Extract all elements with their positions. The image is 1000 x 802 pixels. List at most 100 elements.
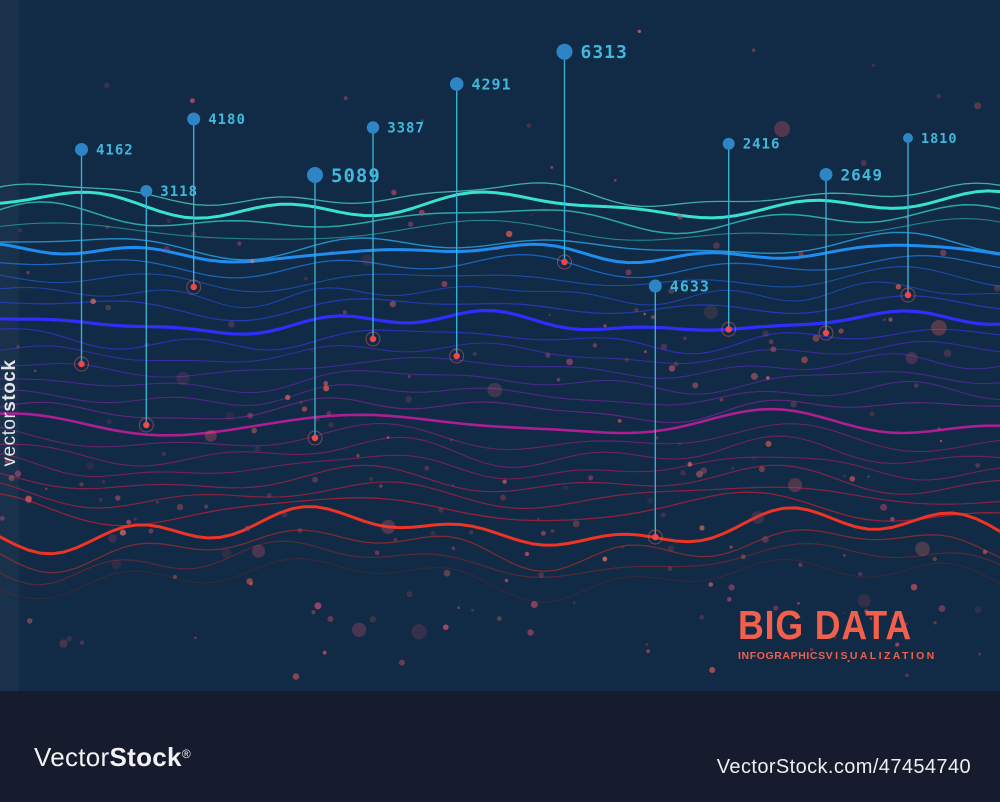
particle-dot: [905, 352, 918, 365]
particle-dot: [871, 63, 875, 68]
particle-dot: [368, 476, 374, 482]
particle-dot: [932, 556, 937, 562]
data-marker: 2416: [721, 137, 779, 337]
particle-dot: [550, 166, 554, 169]
particle-dot: [33, 369, 37, 373]
particle-dot: [801, 356, 808, 364]
particle-dot: [752, 456, 756, 460]
particle-dot: [105, 304, 112, 311]
marker-end-dot: [904, 291, 912, 299]
data-marker: 2649: [818, 165, 884, 341]
particle-dot: [940, 249, 947, 257]
marker-label: 2649: [841, 165, 884, 184]
marker-end-dot: [561, 258, 568, 266]
particle-dot: [161, 451, 166, 457]
particle-dot: [696, 470, 703, 478]
particle-dot: [994, 285, 1000, 292]
particle-dot: [692, 382, 699, 389]
particle-dot: [386, 436, 390, 439]
watermark-logo-bold: Stock: [109, 742, 182, 772]
particle-dot: [905, 673, 909, 678]
particle-dot: [452, 484, 455, 487]
particle-dot: [838, 328, 844, 334]
particle-dot: [643, 312, 646, 316]
data-marker: 4162: [74, 143, 133, 372]
particle-dot: [647, 497, 654, 504]
particle-dot: [762, 330, 769, 337]
particle-dot: [857, 594, 871, 608]
particle-dot: [16, 344, 20, 349]
particle-dot: [774, 121, 791, 137]
particle-dot: [469, 530, 474, 535]
data-markers: 4162 3118 4180 5089 3387 4291 6313 4633 2416 2649…: [74, 42, 957, 545]
particle-dot: [938, 605, 946, 612]
particle-dot: [540, 530, 546, 536]
particle-dot: [812, 334, 820, 342]
particle-dot: [471, 608, 475, 612]
particle-dot: [708, 582, 714, 587]
marker-end-dot: [78, 360, 85, 368]
particle-dot: [982, 549, 988, 555]
particle-dot: [933, 621, 937, 625]
particle-dot: [379, 484, 383, 488]
particle-dot: [842, 474, 847, 478]
marker-head: [648, 279, 662, 293]
stream-line: [0, 231, 1000, 261]
particle-dot: [14, 470, 22, 478]
particle-dot: [931, 320, 947, 336]
data-marker: 4180: [186, 112, 245, 295]
particle-dot: [849, 476, 856, 482]
particle-dot: [105, 225, 110, 230]
particle-dot: [176, 503, 184, 511]
particle-dot: [173, 574, 177, 579]
particle-dot: [572, 520, 580, 528]
particle-dot: [115, 495, 121, 501]
stream-line: [0, 453, 1000, 481]
particle-dot: [937, 427, 941, 431]
marker-head: [187, 112, 201, 126]
particle-dot: [79, 482, 84, 487]
particle-dots: [0, 29, 1000, 680]
particle-dot: [457, 606, 460, 610]
particle-dot: [588, 475, 594, 481]
particle-dot: [650, 315, 655, 320]
stream-line: [0, 281, 1000, 309]
particle-dot: [729, 545, 733, 549]
particle-dot: [351, 622, 367, 637]
marker-end-ring: [186, 279, 202, 295]
artwork-background: [0, 0, 1000, 691]
particle-dot: [194, 636, 197, 640]
particle-dot: [728, 584, 735, 591]
particle-dot: [163, 246, 170, 252]
particle-dot: [18, 228, 23, 233]
marker-head: [819, 168, 833, 181]
stream-line: [0, 328, 1000, 355]
particle-dot: [190, 98, 195, 104]
marker-end-ring: [818, 325, 834, 341]
particle-dot: [548, 313, 551, 317]
particle-dot: [829, 614, 834, 619]
particle-dot: [374, 550, 380, 556]
watermark-vertical: vectorstock: [0, 360, 21, 467]
stream-line: [0, 422, 1000, 453]
particle-dot: [797, 602, 800, 605]
particle-dot: [438, 507, 444, 513]
registered-mark: ®: [181, 747, 191, 761]
particle-dot: [790, 401, 797, 408]
particle-dot: [592, 343, 598, 348]
particle-dot: [176, 371, 190, 386]
particle-dot: [864, 609, 869, 614]
particle-dot: [773, 605, 779, 611]
marker-end-ring: [557, 254, 572, 270]
particle-dot: [329, 250, 335, 256]
subtitle-visualization: VISUALIZATION: [825, 650, 937, 662]
particle-dot: [603, 324, 607, 328]
particle-dot: [677, 214, 683, 220]
particle-dot: [90, 298, 96, 305]
particle-dot: [381, 519, 396, 534]
particle-dot: [699, 614, 705, 620]
particle-dot: [843, 554, 846, 557]
particle-dot: [104, 82, 110, 89]
marker-label: 6313: [581, 42, 628, 63]
